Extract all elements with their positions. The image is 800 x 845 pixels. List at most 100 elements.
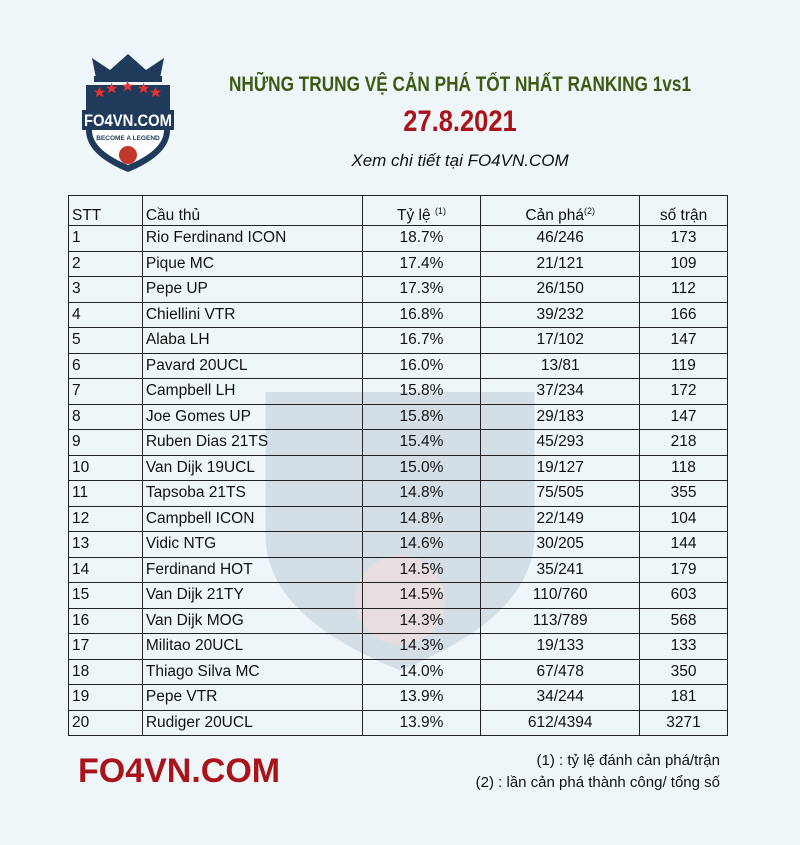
date: 27.8.2021 xyxy=(403,105,517,138)
table-row: 19 Pepe VTR 13.9% 34/244 181 xyxy=(68,684,728,711)
cell-matches: 147 xyxy=(639,403,728,430)
cell-blocks: 110/760 xyxy=(480,582,641,609)
cell-player: Thiago Silva MC xyxy=(141,658,363,685)
header-ratio: Tỷ lệ (1) xyxy=(361,195,482,226)
cell-blocks: 75/505 xyxy=(480,480,641,507)
cell-blocks: 67/478 xyxy=(480,658,641,685)
cell-blocks: 19/127 xyxy=(480,454,641,481)
brand-text: FO4VN.COM xyxy=(78,752,281,790)
cell-player: Pepe UP xyxy=(141,276,363,303)
cell-stt: 6 xyxy=(68,352,143,379)
cell-player: Rio Ferdinand ICON xyxy=(141,225,363,252)
cell-matches: 166 xyxy=(639,301,728,328)
cell-blocks: 113/789 xyxy=(480,607,641,634)
cell-matches: 109 xyxy=(639,250,728,277)
svg-text:FO4VN.COM: FO4VN.COM xyxy=(84,111,172,130)
table-row: 3 Pepe UP 17.3% 26/150 112 xyxy=(68,276,728,303)
cell-ratio: 16.8% xyxy=(361,301,482,328)
cell-matches: 133 xyxy=(639,633,728,660)
cell-player: Campbell ICON xyxy=(141,505,363,532)
cell-player: Van Dijk 19UCL xyxy=(141,454,363,481)
cell-blocks: 19/133 xyxy=(480,633,641,660)
cell-player: Pavard 20UCL xyxy=(141,352,363,379)
cell-player: Pique MC xyxy=(141,250,363,277)
table-row: 6 Pavard 20UCL 16.0% 13/81 119 xyxy=(68,352,728,379)
cell-stt: 15 xyxy=(68,582,143,609)
cell-matches: 172 xyxy=(639,378,728,405)
cell-matches: 350 xyxy=(639,658,728,685)
cell-stt: 9 xyxy=(68,429,143,456)
cell-stt: 5 xyxy=(68,327,143,354)
cell-stt: 19 xyxy=(68,684,143,711)
cell-player: Ruben Dias 21TS xyxy=(141,429,363,456)
header-blocks-sup: (2) xyxy=(584,206,596,216)
cell-stt: 10 xyxy=(68,454,143,481)
cell-blocks: 13/81 xyxy=(480,352,641,379)
cell-stt: 16 xyxy=(68,607,143,634)
cell-ratio: 17.3% xyxy=(361,276,482,303)
cell-matches: 3271 xyxy=(639,709,728,736)
cell-player: Militao 20UCL xyxy=(141,633,363,660)
cell-ratio: 16.0% xyxy=(361,352,482,379)
table-header: STT Cầu thủ Tỷ lệ (1) Cản phá(2) số trận xyxy=(68,195,728,226)
table-row: 11 Tapsoba 21TS 14.8% 75/505 355 xyxy=(68,480,728,507)
cell-ratio: 14.6% xyxy=(361,531,482,558)
cell-stt: 7 xyxy=(68,378,143,405)
cell-matches: 112 xyxy=(639,276,728,303)
cell-stt: 13 xyxy=(68,531,143,558)
cell-ratio: 14.3% xyxy=(361,633,482,660)
cell-player: Alaba LH xyxy=(141,327,363,354)
cell-matches: 147 xyxy=(639,327,728,354)
header-blocks: Cản phá(2) xyxy=(480,195,641,226)
cell-ratio: 14.5% xyxy=(361,582,482,609)
cell-stt: 20 xyxy=(68,709,143,736)
table-row: 18 Thiago Silva MC 14.0% 67/478 350 xyxy=(68,658,728,685)
cell-stt: 11 xyxy=(68,480,143,507)
cell-stt: 14 xyxy=(68,556,143,583)
cell-blocks: 46/246 xyxy=(480,225,641,252)
svg-text:BECOME A LEGEND: BECOME A LEGEND xyxy=(96,135,160,142)
cell-matches: 173 xyxy=(639,225,728,252)
table-row: 1 Rio Ferdinand ICON 18.7% 46/246 173 xyxy=(68,225,728,252)
header-ratio-sup: (1) xyxy=(434,206,446,216)
cell-ratio: 14.8% xyxy=(361,505,482,532)
footnote-1: (1) : tỷ lệ đánh cản phá/trận xyxy=(536,752,720,769)
cell-player: Van Dijk MOG xyxy=(141,607,363,634)
header-ratio-label: Tỷ lệ xyxy=(397,207,431,224)
cell-player: Rudiger 20UCL xyxy=(141,709,363,736)
cell-blocks: 45/293 xyxy=(480,429,641,456)
cell-matches: 181 xyxy=(639,684,728,711)
cell-stt: 12 xyxy=(68,505,143,532)
header-blocks-label: Cản phá xyxy=(525,207,585,224)
cell-blocks: 612/4394 xyxy=(480,709,641,736)
cell-player: Pepe VTR xyxy=(141,684,363,711)
table-row: 4 Chiellini VTR 16.8% 39/232 166 xyxy=(68,301,728,328)
header-player: Cầu thủ xyxy=(141,195,363,226)
table-row: 20 Rudiger 20UCL 13.9% 612/4394 3271 xyxy=(68,709,728,736)
table-row: 15 Van Dijk 21TY 14.5% 110/760 603 xyxy=(68,582,728,609)
cell-blocks: 21/121 xyxy=(480,250,641,277)
cell-matches: 104 xyxy=(639,505,728,532)
cell-ratio: 16.7% xyxy=(361,327,482,354)
cell-blocks: 39/232 xyxy=(480,301,641,328)
cell-blocks: 37/234 xyxy=(480,378,641,405)
cell-blocks: 30/205 xyxy=(480,531,641,558)
cell-matches: 355 xyxy=(639,480,728,507)
cell-player: Chiellini VTR xyxy=(141,301,363,328)
cell-ratio: 14.0% xyxy=(361,658,482,685)
subtitle: Xem chi tiết tại FO4VN.COM xyxy=(351,151,569,170)
cell-stt: 3 xyxy=(68,276,143,303)
cell-blocks: 29/183 xyxy=(480,403,641,430)
cell-stt: 8 xyxy=(68,403,143,430)
cell-ratio: 13.9% xyxy=(361,684,482,711)
table-row: 5 Alaba LH 16.7% 17/102 147 xyxy=(68,327,728,354)
cell-matches: 179 xyxy=(639,556,728,583)
cell-ratio: 14.8% xyxy=(361,480,482,507)
cell-stt: 18 xyxy=(68,658,143,685)
table-row: 9 Ruben Dias 21TS 15.4% 45/293 218 xyxy=(68,429,728,456)
cell-ratio: 15.4% xyxy=(361,429,482,456)
footnotes: (1) : tỷ lệ đánh cản phá/trận (2) : lần … xyxy=(476,750,720,794)
cell-blocks: 35/241 xyxy=(480,556,641,583)
table-row: 2 Pique MC 17.4% 21/121 109 xyxy=(68,250,728,277)
cell-ratio: 14.3% xyxy=(361,607,482,634)
